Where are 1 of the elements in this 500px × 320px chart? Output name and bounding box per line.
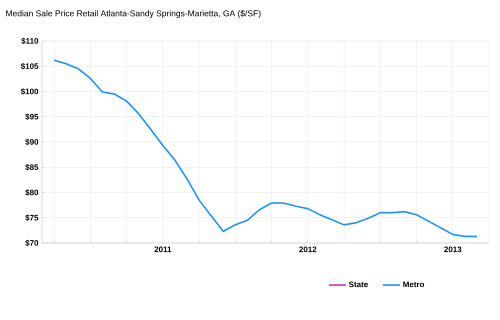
chart-title: Median Sale Price Retail Atlanta-Sandy Springs-Marietta, GA ($/SF): [6, 10, 261, 18]
